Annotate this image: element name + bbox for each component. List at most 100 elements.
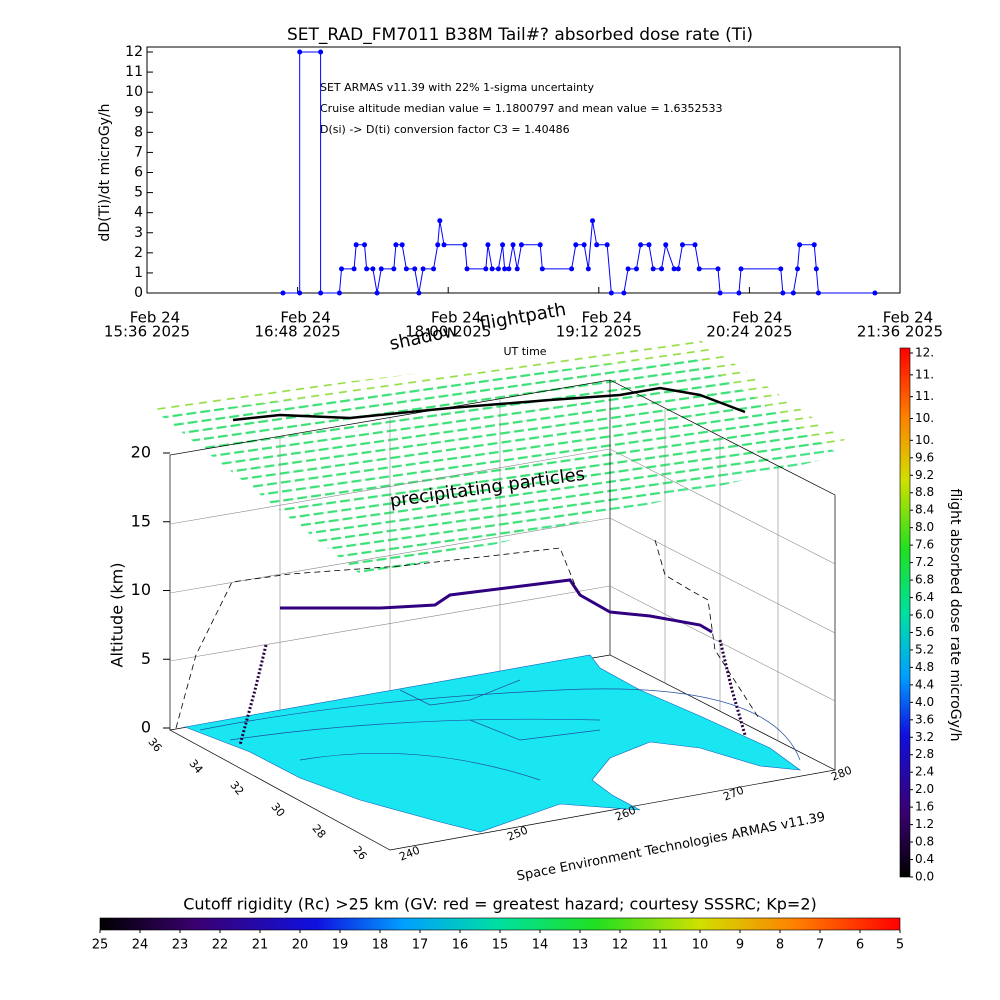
annotation: flightpath: [478, 299, 567, 335]
colorbar-tick-label: 15: [492, 938, 509, 953]
data-point: [489, 266, 495, 272]
colorbar-tick-label: 6.4: [915, 590, 934, 604]
colorbar-tick-label: 6: [856, 938, 864, 953]
data-point: [585, 266, 591, 272]
data-point: [362, 242, 368, 248]
x-tick-label: Feb 24: [431, 309, 481, 327]
data-point: [811, 242, 817, 248]
data-point: [518, 242, 524, 248]
colorbar: [99, 917, 901, 931]
colorbar: [899, 347, 911, 878]
colorbar-tick-label: 9: [736, 938, 744, 953]
z-axis-label: Altitude (km): [108, 563, 127, 668]
lat-tick-label: 34: [186, 757, 205, 776]
colorbar-tick-label: 8.0: [915, 520, 934, 534]
data-point: [391, 266, 397, 272]
colorbar-tick-label: 4.0: [915, 695, 934, 709]
data-point: [621, 290, 627, 296]
data-point: [696, 266, 702, 272]
data-point: [790, 290, 796, 296]
colorbar-tick-label: 0.0: [915, 870, 934, 884]
colorbar-tick-label: 10: [692, 938, 709, 953]
data-point: [797, 242, 803, 248]
flight-path: [232, 386, 746, 422]
data-point: [638, 242, 644, 248]
data-point: [581, 242, 587, 248]
colorbar-tick-label: 21: [252, 938, 269, 953]
y-tick-label: 12: [125, 44, 143, 60]
x-tick-label: Feb 24: [280, 309, 330, 327]
data-point: [594, 242, 600, 248]
data-point: [500, 242, 506, 248]
colorbar-tick-label: 11: [652, 938, 669, 953]
data-point: [378, 266, 384, 272]
x-tick-label: Feb 24: [883, 309, 933, 327]
data-point: [412, 266, 418, 272]
y-axis-label: dD(Ti)/dt microGy/h: [97, 103, 113, 241]
plot-frame: [146, 46, 901, 294]
data-point: [795, 266, 801, 272]
y-tick-label: 2: [134, 245, 143, 261]
data-point: [671, 266, 677, 272]
lat-tick-label: 32: [227, 779, 246, 798]
x-tick-label: 21:36 2025: [857, 323, 943, 341]
data-point: [502, 266, 508, 272]
data-point: [506, 266, 512, 272]
data-point: [715, 266, 721, 272]
colorbar-tick-label: 13: [572, 938, 589, 953]
lat-tick-label: 26: [350, 844, 369, 863]
colorbar-tick-label: 8: [776, 938, 784, 953]
colorbar-tick-label: 2.8: [915, 747, 934, 761]
colorbar-tick-label: 6.0: [915, 608, 934, 622]
credit: Space Environment Technologies ARMAS v11…: [516, 810, 827, 885]
data-point: [780, 290, 786, 296]
lon-tick-label: 250: [505, 824, 529, 844]
colorbar-tick-label: 12: [612, 938, 629, 953]
data-point: [399, 242, 405, 248]
data-point: [351, 266, 357, 272]
data-point: [650, 266, 656, 272]
data-point: [431, 266, 437, 272]
data-point: [374, 290, 380, 296]
data-point: [679, 242, 685, 248]
data-point: [339, 266, 345, 272]
map-contours: [199, 679, 801, 781]
colorbar-tick-label: 14: [532, 938, 549, 953]
data-point: [514, 266, 520, 272]
colorbar-tick-label: 9.2: [915, 468, 934, 482]
data-point: [485, 242, 491, 248]
altitude-path: [280, 578, 713, 634]
colorbar-tick-label: 4.8: [915, 660, 934, 674]
data-point: [675, 266, 681, 272]
x-axis-label: UT time: [503, 345, 546, 358]
data-point: [437, 218, 443, 224]
colorbar-label: flight absorbed dose rate microGy/h: [947, 489, 963, 742]
shadow-path: [175, 539, 761, 729]
x-tick-label: 19:12 2025: [556, 323, 642, 341]
x-tick-label: 20:24 2025: [706, 323, 792, 341]
colorbar-tick-label: 10.: [915, 411, 934, 425]
data-point: [659, 266, 665, 272]
data-point: [364, 266, 370, 272]
colorbar-tick-label: 0.4: [915, 852, 934, 866]
y-tick-label: 8: [134, 124, 143, 140]
data-point: [318, 49, 324, 55]
colorbar-tick-label: 7.2: [915, 555, 934, 569]
y-tick-label: 6: [134, 165, 143, 181]
box-wall: [609, 379, 836, 770]
data-point: [633, 266, 639, 272]
x-tick-label: 16:48 2025: [255, 323, 341, 341]
colorbar-tick-label: 10.: [915, 433, 934, 447]
data-point: [462, 242, 468, 248]
y-tick-label: 1: [134, 265, 143, 281]
x-tick-label: 18:00 2025: [405, 323, 491, 341]
colorbar-tick-label: 5.6: [915, 625, 934, 639]
data-point: [738, 266, 744, 272]
data-point: [625, 266, 631, 272]
y-tick-label: 3: [134, 225, 143, 241]
data-point: [573, 242, 579, 248]
z-tick-label: 0: [141, 718, 151, 737]
x-tick-label: Feb 24: [732, 309, 782, 327]
annotation: SET ARMAS v11.39 with 22% 1-sigma uncert…: [320, 81, 594, 94]
